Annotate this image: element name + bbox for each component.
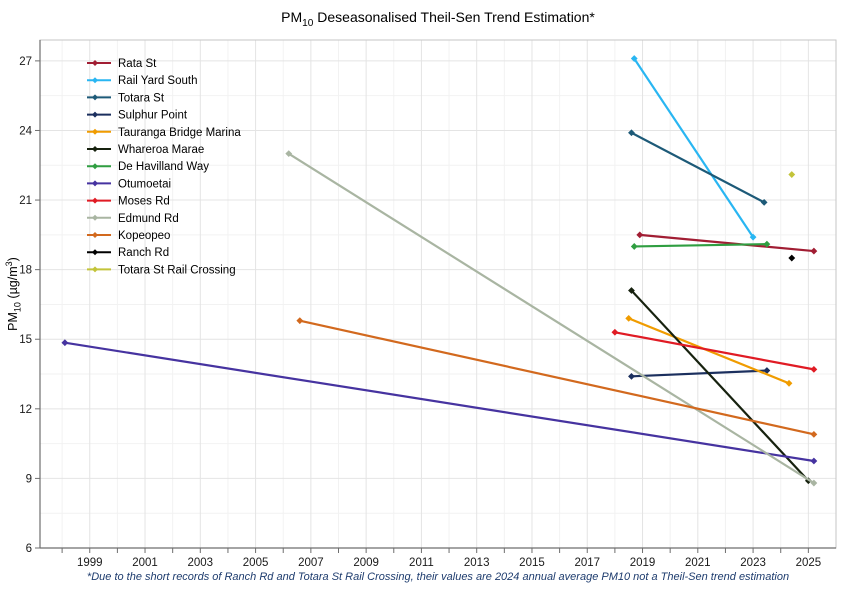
chart-footnote: *Due to the short records of Ranch Rd an… [86,571,790,583]
legend-marker-tauranga-bridge-marina [92,128,98,135]
x-tick-label-1999: 1999 [77,557,103,569]
point-marker-kopeopeo [296,317,304,325]
legend-marker-totara-st [92,94,98,101]
trend-line-edmund-rd [287,152,815,485]
x-tick-label-2023: 2023 [740,557,766,569]
chart-title-subscript: 10 [302,17,314,29]
point-marker-totara-st [760,198,768,206]
trend-line-whareroa-marae [630,289,810,482]
x-tick-label-2009: 2009 [353,557,379,569]
point-marker-ranch-rd [788,254,796,262]
point-marker-sulphur-point [628,372,635,380]
legend-label-ranch-rd: Ranch Rd [118,247,169,259]
legend-label-kopeopeo: Kopeopeo [118,230,170,242]
legend-label-otumoetai: Otumoetai [118,178,171,190]
x-tick-label-2001: 2001 [132,557,158,569]
legend-label-tauranga-bridge-marina: Tauranga Bridge Marina [118,127,241,139]
y-tick-label-9: 9 [26,473,32,485]
trend-line-otumoetai [63,341,815,463]
point-marker-rail-yard-south [749,233,757,241]
point-marker-sulphur-point [763,367,771,374]
x-tick-label-2013: 2013 [464,557,490,569]
legend-marker-sulphur-point [92,111,98,118]
point-marker-rata-st [810,247,818,255]
y-tick-label-27: 27 [19,56,32,68]
legend-marker-rail-yard-south [92,77,98,84]
x-tick-label-2017: 2017 [574,557,600,569]
x-tick-label-2019: 2019 [630,557,656,569]
legend-marker-kopeopeo [92,232,98,238]
trend-line-moses-rd [613,331,815,371]
legend-label-rail-yard-south: Rail Yard South [118,75,197,87]
point-marker-otumoetai [810,457,818,465]
legend-label-rata-st: Rata St [118,58,157,70]
chart-title-rest: Deseasonalised Theil-Sen Trend Estimatio… [313,9,595,25]
y-tick-label-21: 21 [19,195,32,207]
y-tick-label-12: 12 [19,404,32,416]
legend-label-edmund-rd: Edmund Rd [118,213,179,225]
point-marker-tauranga-bridge-marina [625,314,633,322]
trend-line-rail-yard-south [633,57,755,239]
point-marker-moses-rd [611,328,619,336]
point-marker-edmund-rd [810,479,818,487]
legend-marker-moses-rd [92,197,98,204]
legend-label-de-havilland-way: De Havilland Way [118,161,209,173]
x-tick-label-2007: 2007 [298,557,324,569]
legend-label-sulphur-point: Sulphur Point [118,110,188,122]
point-marker-rail-yard-south [630,55,638,62]
legend-label-whareroa-marae: Whareroa Marae [118,144,204,156]
legend-marker-rata-st [92,60,98,66]
trend-line-kopeopeo [298,319,815,436]
y-tick-label-6: 6 [26,543,32,555]
point-marker-edmund-rd [285,150,293,158]
y-tick-label-24: 24 [19,125,32,137]
y-tick-label-15: 15 [19,334,32,346]
point-marker-otumoetai [61,339,69,347]
y-tick-label-18: 18 [19,265,32,277]
point-marker-totara-st-rail-crossing [788,171,796,178]
trend-line-de-havilland-way [633,243,769,248]
legend-marker-totara-st-rail-crossing [92,266,98,273]
legend-marker-otumoetai [92,180,98,187]
legend-label-totara-st: Totara St [118,92,165,104]
trend-line-sulphur-point [630,369,769,378]
legend-marker-ranch-rd [92,249,98,256]
point-marker-de-havilland-way [630,243,638,250]
legend-label-totara-st-rail-crossing: Totara St Rail Crossing [118,264,236,276]
x-tick-label-2021: 2021 [685,557,711,569]
trend-line-rata-st [638,233,815,253]
point-marker-de-havilland-way [763,240,771,248]
x-tick-label-2015: 2015 [519,557,545,569]
chart-title: PM10 Deseasonalised Theil-Sen Trend Esti… [40,9,836,29]
point-marker-kopeopeo [810,430,818,438]
x-tick-label-2025: 2025 [796,557,822,569]
point-marker-moses-rd [810,365,818,373]
point-marker-tauranga-bridge-marina [785,379,793,387]
legend-marker-de-havilland-way [92,163,98,170]
trend-line-totara-st [630,131,766,204]
point-marker-whareroa-marae [628,287,635,294]
x-tick-label-2005: 2005 [243,557,269,569]
x-tick-label-2011: 2011 [409,557,434,569]
point-marker-rata-st [636,231,644,239]
legend-label-moses-rd: Moses Rd [118,196,170,208]
legend-marker-whareroa-marae [92,146,98,152]
x-tick-label-2003: 2003 [188,557,214,569]
chart-title-prefix: PM [281,9,303,25]
legend-marker-edmund-rd [92,214,98,221]
point-marker-totara-st [628,129,635,137]
